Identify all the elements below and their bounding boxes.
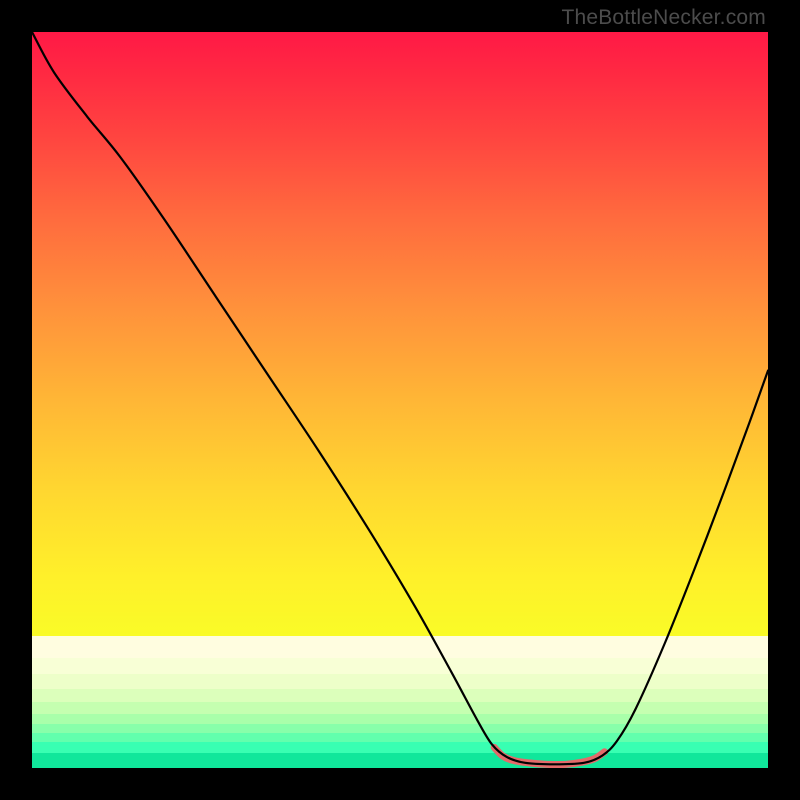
watermark-text: TheBottleNecker.com — [561, 6, 766, 30]
main-curve — [32, 32, 768, 764]
curve-overlay — [32, 32, 768, 768]
chart-plot-area — [32, 32, 768, 768]
